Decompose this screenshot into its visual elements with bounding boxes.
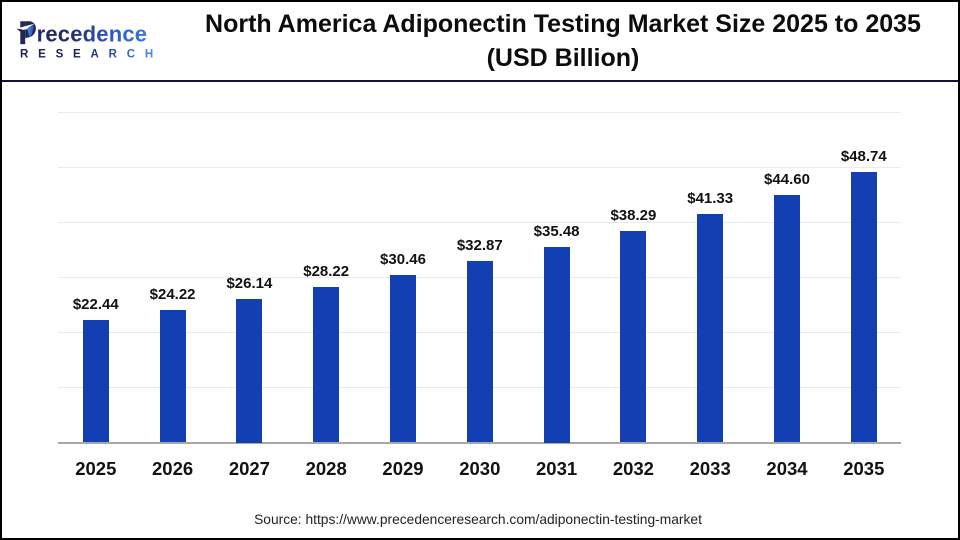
svg-text:RESEARCH: RESEARCH	[20, 48, 163, 60]
svg-text:recedence: recedence	[37, 22, 148, 47]
